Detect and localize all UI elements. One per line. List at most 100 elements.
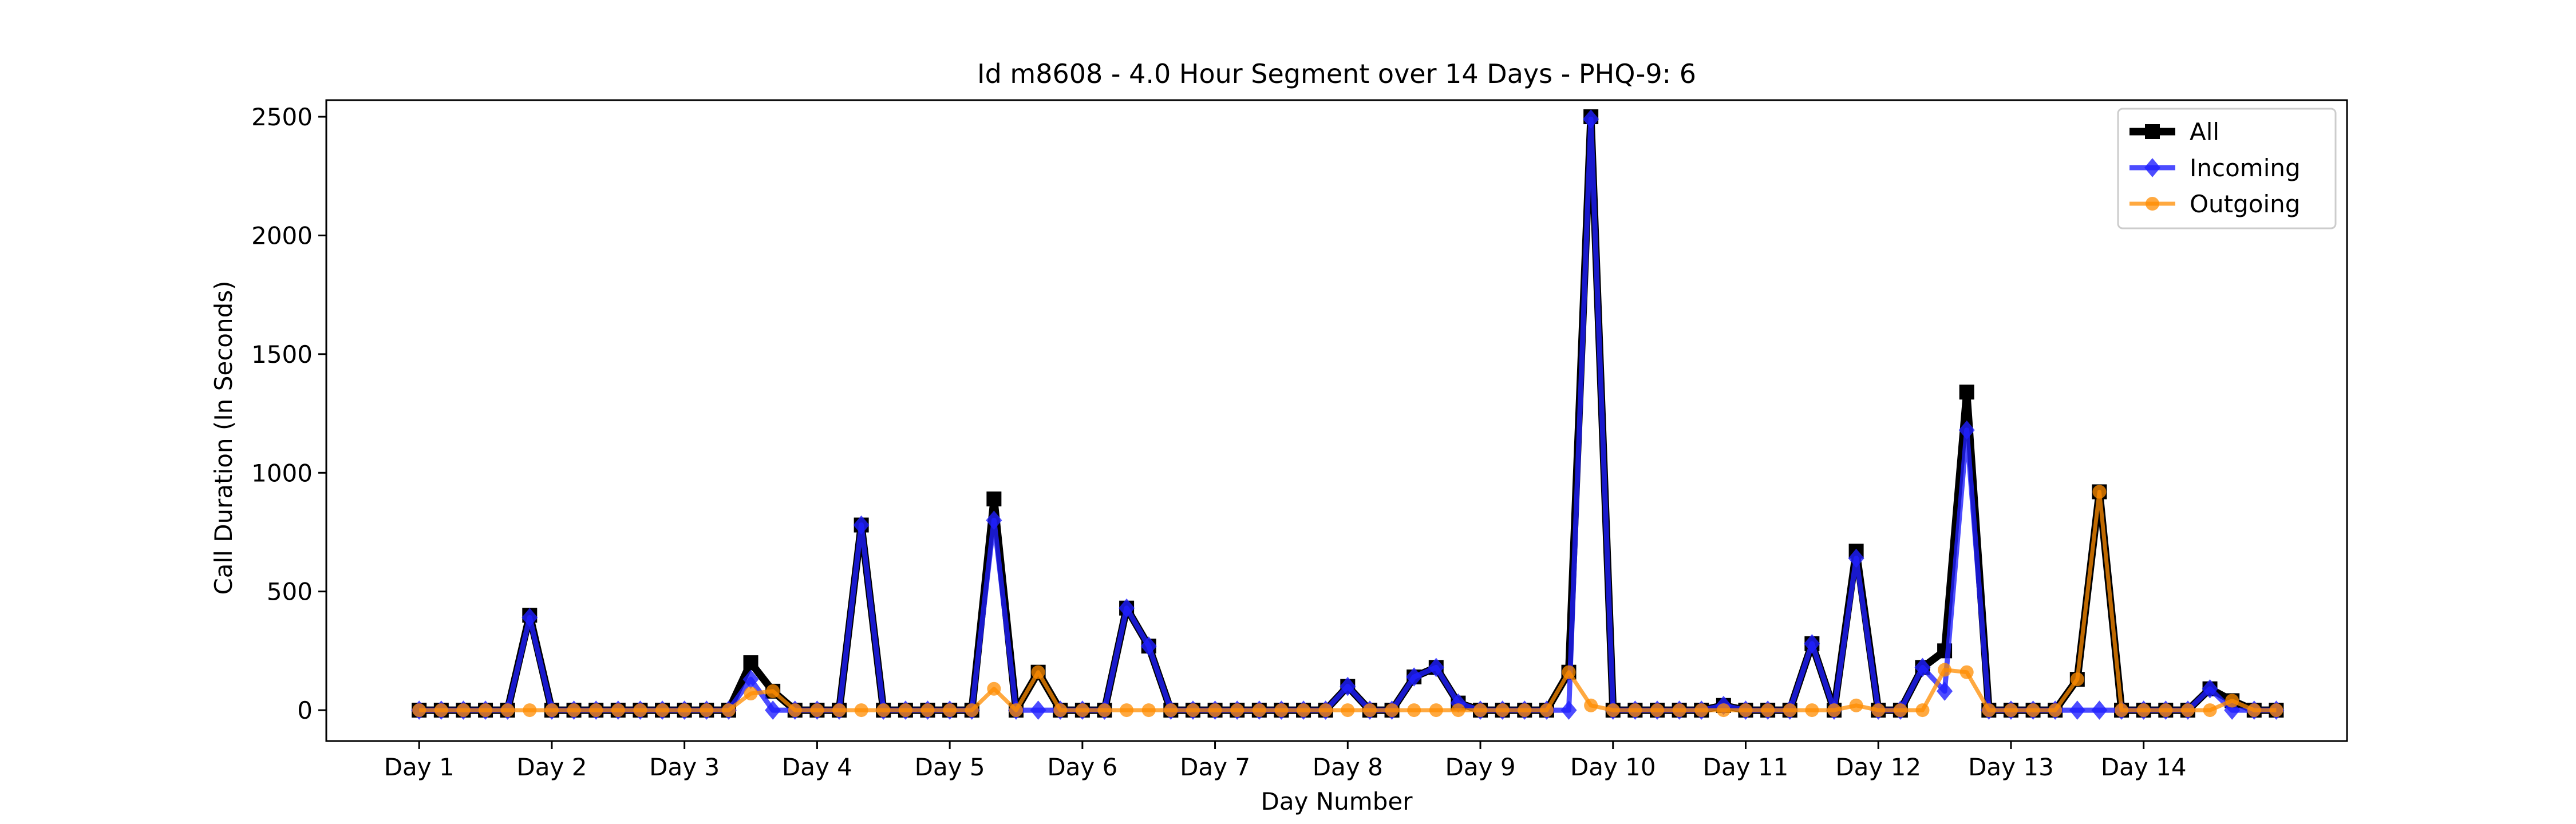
legend: All Incoming Outgoing [2117,108,2337,229]
data-point-outgoing [1982,703,1996,718]
data-point-outgoing [456,703,471,718]
data-point-outgoing [1805,703,1819,718]
data-point-incoming [1119,598,1135,618]
data-point-outgoing [700,703,714,718]
data-point-all [1959,385,1974,400]
series-incoming [411,109,2285,720]
x-tick-label: Day 9 [1445,753,1516,781]
data-point-outgoing [1208,703,1222,718]
data-point-outgoing [1274,703,1289,718]
data-point-outgoing [1761,703,1775,718]
data-point-outgoing [987,682,1001,696]
data-point-outgoing [744,687,758,701]
data-point-outgoing [854,703,868,718]
data-point-outgoing [788,703,802,718]
data-point-outgoing [1739,703,1753,718]
y-tick-label: 1000 [251,459,313,487]
data-point-outgoing [1075,703,1089,718]
data-point-outgoing [523,703,537,718]
data-point-outgoing [2092,485,2107,499]
data-point-incoming [1958,420,1975,440]
series-line-incoming [419,116,2277,713]
legend-item-outgoing: Outgoing [2129,190,2300,218]
x-tick-label: Day 8 [1313,753,1383,781]
data-point-incoming [1406,667,1423,687]
data-point-outgoing [544,703,559,718]
x-tick-label: Day 10 [1570,753,1656,781]
legend-label-all: All [2190,118,2219,146]
data-point-outgoing [898,703,912,718]
data-point-incoming [1583,109,1599,129]
x-tick-label: Day 1 [384,753,455,781]
legend-marker-outgoing [2146,197,2159,211]
x-tick-label: Day 3 [649,753,720,781]
plot-frame [325,99,2348,742]
data-point-incoming [1428,657,1444,678]
data-point-outgoing [2026,703,2040,718]
x-tick-label: Day 2 [516,753,587,781]
data-point-incoming [2069,700,2085,720]
data-point-outgoing [2048,703,2063,718]
legend-marker-all [2145,124,2160,139]
chart-title: Id m8608 - 4.0 Hour Segment over 14 Days… [977,58,1696,89]
x-tick-label: Day 4 [782,753,852,781]
data-point-incoming [1140,636,1157,656]
data-point-outgoing [1783,703,1797,718]
data-point-all [986,491,1002,506]
data-point-outgoing [2070,672,2084,687]
x-tick-label: Day 14 [2101,753,2187,781]
data-point-outgoing [1318,703,1333,718]
data-point-outgoing [1584,698,1598,712]
x-tick-label: Day 13 [1968,753,2054,781]
x-tick-label: Day 6 [1047,753,1117,781]
data-point-outgoing [1915,703,1930,718]
x-axis-label: Day Number [1261,787,1413,815]
data-point-outgoing [1230,703,1244,718]
data-point-outgoing [2159,703,2173,718]
legend-label-incoming: Incoming [2190,154,2301,182]
data-point-incoming [853,515,870,535]
x-tick-label: Day 7 [1180,753,1250,781]
data-point-outgoing [876,703,891,718]
data-point-outgoing [633,703,647,718]
data-point-outgoing [810,703,824,718]
y-tick-label: 1500 [251,340,313,369]
data-point-outgoing [567,703,581,718]
data-point-outgoing [1451,703,1465,718]
y-tick-label: 500 [267,578,313,606]
data-point-incoming [1804,634,1820,653]
data-point-outgoing [2115,703,2129,718]
data-point-outgoing [1518,703,1532,718]
data-point-outgoing [500,703,515,718]
data-point-outgoing [1938,663,1952,677]
data-point-incoming [1030,700,1046,720]
data-point-outgoing [1053,703,1068,718]
data-point-outgoing [2225,694,2239,708]
data-point-outgoing [1429,703,1443,718]
data-point-incoming [1340,676,1356,696]
axis-ticks: 0 500 1000 1500 2000 2500 Day 1 Day 2 Day 3 Day 4… [251,103,2186,781]
data-point-outgoing [1539,703,1554,718]
x-tick-label: Day 11 [1703,753,1789,781]
data-point-incoming [765,700,781,720]
data-point-outgoing [1362,703,1377,718]
legend-item-all: All [2129,118,2219,146]
data-point-outgoing [1562,665,1576,679]
data-point-outgoing [589,703,603,718]
data-point-outgoing [1186,703,1200,718]
data-point-outgoing [766,684,780,698]
data-point-incoming [1914,657,1931,678]
series-line-all [419,113,2277,714]
data-point-incoming [521,608,538,628]
data-point-outgoing [1893,703,1907,718]
data-point-outgoing [655,703,670,718]
data-point-incoming [2202,679,2218,699]
legend-item-incoming: Incoming [2129,154,2301,182]
data-point-outgoing [611,703,625,718]
data-point-outgoing [1959,665,1974,679]
data-point-outgoing [1849,698,1863,712]
data-point-outgoing [412,703,426,718]
data-point-incoming [742,670,759,689]
data-point-outgoing [1716,703,1730,718]
